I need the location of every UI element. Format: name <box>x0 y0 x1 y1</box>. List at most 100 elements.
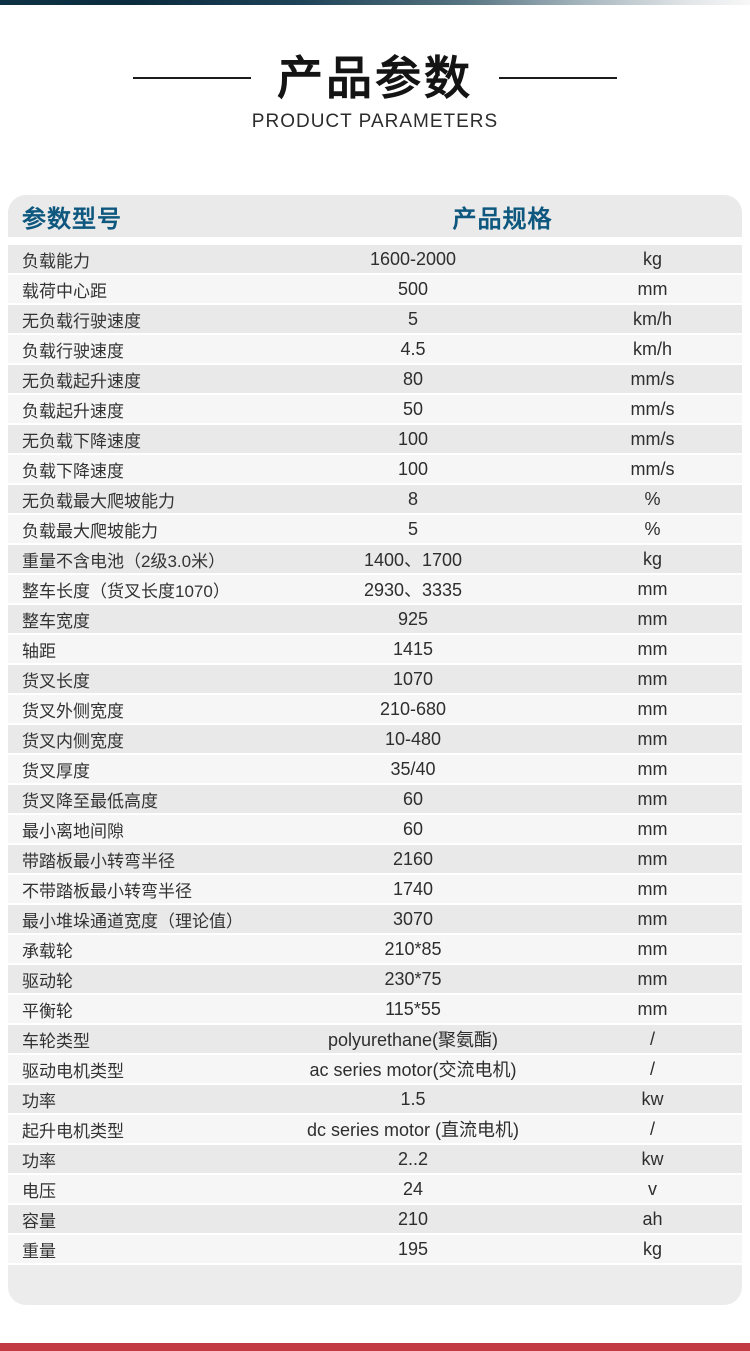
parameter-label: 负载最大爬坡能力 <box>22 521 158 541</box>
parameter-unit: kg <box>642 548 662 569</box>
page-subtitle: PRODUCT PARAMETERS <box>251 110 499 132</box>
parameter-unit: mm/s <box>630 428 675 449</box>
parameter-label: 起升电机类型 <box>22 1121 124 1141</box>
table-row: 承载轮 210*85 mm <box>8 935 742 965</box>
table-row: 载荷中心距 500 mm <box>8 275 742 305</box>
table-row: 负载最大爬坡能力 5 % <box>8 515 742 545</box>
page-title: 产品参数 <box>277 52 473 104</box>
parameter-unit: / <box>649 1058 655 1079</box>
parameter-label: 货叉外侧宽度 <box>22 701 124 721</box>
parameter-unit: mm <box>637 848 668 869</box>
parameter-label: 车轮类型 <box>22 1031 90 1051</box>
parameter-value: 2930、3335 <box>363 580 463 600</box>
parameter-unit: mm <box>637 968 668 989</box>
parameter-label: 货叉降至最低高度 <box>22 791 158 811</box>
parameter-unit: mm <box>637 908 668 929</box>
parameter-label: 负载下降速度 <box>22 461 124 481</box>
parameter-unit: mm <box>637 998 668 1019</box>
parameter-value: 5 <box>407 308 418 329</box>
parameter-value: 115*55 <box>385 998 441 1019</box>
parameter-unit: mm <box>637 608 668 629</box>
parameter-value: 50 <box>402 398 424 419</box>
title-divider-left <box>133 77 251 80</box>
table-row: 驱动轮 230*75 mm <box>8 965 742 995</box>
parameter-label: 功率 <box>22 1151 56 1171</box>
parameter-value: 1415 <box>392 638 434 659</box>
parameter-label: 重量不含电池（2级3.0米） <box>22 551 226 571</box>
parameter-value: 210*85 <box>384 938 442 959</box>
parameter-label: 整车宽度 <box>22 611 90 631</box>
table-row: 整车长度（货叉长度1070） 2930、3335 mm <box>8 575 742 605</box>
parameter-value: 3070 <box>392 908 434 929</box>
parameter-unit: mm <box>637 758 668 779</box>
table-row: 功率 2..2 kw <box>8 1145 742 1175</box>
table-row: 最小离地间隙 60 mm <box>8 815 742 845</box>
parameter-unit: mm <box>637 698 668 719</box>
parameter-value: dc series motor (直流电机) <box>306 1120 520 1140</box>
table-header-row: 参数型号 产品规格 <box>8 195 742 245</box>
parameter-unit: mm/s <box>630 398 675 419</box>
parameter-label: 重量 <box>22 1241 56 1261</box>
parameter-value: 195 <box>397 1238 429 1259</box>
parameter-value: 60 <box>402 818 424 839</box>
table-row: 最小堆垛通道宽度（理论值） 3070 mm <box>8 905 742 935</box>
parameter-label: 整车长度（货叉长度1070） <box>22 581 230 601</box>
parameter-unit: mm <box>637 728 668 749</box>
parameter-unit: ah <box>642 1208 663 1229</box>
parameter-label: 负载行驶速度 <box>22 341 124 361</box>
table-row: 无负载最大爬坡能力 8 % <box>8 485 742 515</box>
parameter-value: 8 <box>407 488 418 509</box>
column-header-parameter: 参数型号 <box>22 205 122 233</box>
table-row: 货叉降至最低高度 60 mm <box>8 785 742 815</box>
parameter-unit: mm <box>637 668 668 689</box>
parameter-label: 驱动电机类型 <box>22 1061 124 1081</box>
parameter-value: 2160 <box>392 848 434 869</box>
table-body: 负载能力 1600-2000 kg 载荷中心距 500 mm 无负载行驶速度 5… <box>8 245 742 1265</box>
parameter-label: 驱动轮 <box>22 971 73 991</box>
parameter-value: polyurethane(聚氨酯) <box>327 1030 499 1050</box>
table-row: 负载能力 1600-2000 kg <box>8 245 742 275</box>
parameter-value: 210-680 <box>379 698 447 719</box>
parameter-value: 80 <box>402 368 424 389</box>
parameter-unit: km/h <box>632 338 672 359</box>
parameter-unit: / <box>649 1118 655 1139</box>
parameter-value: 10-480 <box>384 728 442 749</box>
table-row: 负载行驶速度 4.5 km/h <box>8 335 742 365</box>
parameter-label: 最小离地间隙 <box>22 821 124 841</box>
parameter-unit: v <box>648 1178 657 1199</box>
table-row: 重量不含电池（2级3.0米） 1400、1700 kg <box>8 545 742 575</box>
parameter-label: 无负载最大爬坡能力 <box>22 491 175 511</box>
parameter-label: 载荷中心距 <box>22 281 107 301</box>
table-row: 无负载行驶速度 5 km/h <box>8 305 742 335</box>
parameter-value: 500 <box>397 278 429 299</box>
parameter-value: 24 <box>402 1178 424 1199</box>
parameter-unit: / <box>649 1028 655 1049</box>
table-row: 容量 210 ah <box>8 1205 742 1235</box>
parameter-unit: kw <box>641 1088 664 1109</box>
table-row: 起升电机类型 dc series motor (直流电机) / <box>8 1115 742 1145</box>
parameter-value: 1740 <box>392 878 434 899</box>
parameter-value: 100 <box>397 458 429 479</box>
parameter-unit: mm <box>637 878 668 899</box>
parameter-value: 1070 <box>392 668 434 689</box>
parameter-label: 不带踏板最小转弯半径 <box>22 881 192 901</box>
parameter-value: 60 <box>402 788 424 809</box>
parameter-label: 轴距 <box>22 641 56 661</box>
parameter-unit: mm <box>637 938 668 959</box>
table-row: 电压 24 v <box>8 1175 742 1205</box>
table-row: 轴距 1415 mm <box>8 635 742 665</box>
table-row: 无负载起升速度 80 mm/s <box>8 365 742 395</box>
column-header-spec: 产品规格 <box>452 205 553 233</box>
parameter-label: 货叉内侧宽度 <box>22 731 124 751</box>
table-row: 不带踏板最小转弯半径 1740 mm <box>8 875 742 905</box>
parameter-value: 210 <box>397 1208 429 1229</box>
parameter-unit: mm/s <box>630 458 675 479</box>
table-row: 带踏板最小转弯半径 2160 mm <box>8 845 742 875</box>
parameter-unit: mm <box>637 578 668 599</box>
parameter-unit: mm <box>637 278 668 299</box>
top-gradient-bar <box>0 0 750 5</box>
table-row: 货叉长度 1070 mm <box>8 665 742 695</box>
parameter-value: 1600-2000 <box>369 248 457 269</box>
parameter-unit: mm <box>637 638 668 659</box>
